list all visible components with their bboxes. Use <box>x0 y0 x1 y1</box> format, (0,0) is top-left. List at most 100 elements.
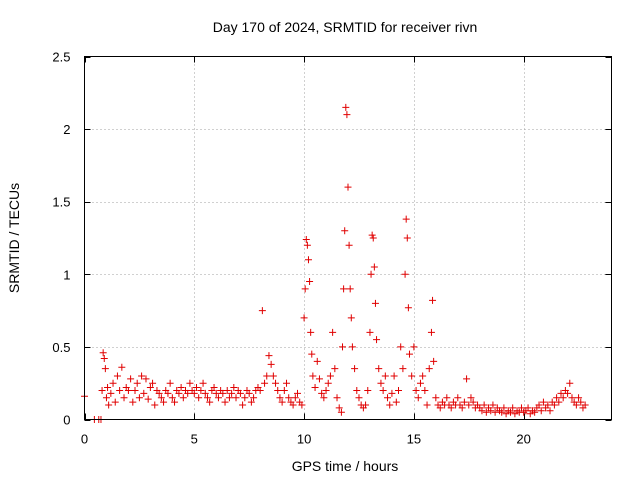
data-point <box>467 394 475 402</box>
data-point <box>410 343 418 351</box>
data-point <box>210 384 218 392</box>
data-point <box>140 389 148 397</box>
data-point <box>564 389 572 397</box>
data-point <box>179 394 187 402</box>
data-point <box>129 398 137 406</box>
data-point <box>443 394 451 402</box>
data-point <box>351 365 359 373</box>
data-point <box>151 401 159 409</box>
data-point <box>232 394 240 402</box>
data-point <box>98 386 106 394</box>
data-point <box>100 355 108 363</box>
x-tick-label: 20 <box>516 432 530 447</box>
data-point <box>322 386 330 394</box>
data-point <box>195 394 203 402</box>
data-point <box>390 372 398 380</box>
data-point <box>315 375 323 383</box>
data-point <box>463 375 471 383</box>
data-point <box>166 379 174 387</box>
data-point <box>99 349 107 357</box>
data-point <box>392 398 400 406</box>
data-point <box>313 357 321 365</box>
data-point <box>373 336 381 344</box>
data-point <box>340 285 348 293</box>
data-point <box>454 394 462 402</box>
data-point <box>184 389 192 397</box>
data-point <box>306 278 314 286</box>
data-point <box>289 401 297 409</box>
data-point <box>223 386 231 394</box>
data-point <box>133 379 141 387</box>
data-point <box>320 394 328 402</box>
data-point <box>304 256 312 264</box>
x-tick-label: 5 <box>191 432 198 447</box>
data-point <box>274 386 282 394</box>
plot-frame <box>84 56 612 420</box>
data-point <box>155 389 163 397</box>
y-axis-label: SRMTID / TECUs <box>6 183 22 293</box>
data-point <box>131 386 139 394</box>
data-point <box>368 231 376 239</box>
data-point <box>104 384 112 392</box>
data-point <box>425 365 433 373</box>
axis-ticks <box>84 56 612 421</box>
data-point <box>164 389 172 397</box>
data-point <box>199 379 207 387</box>
data-point <box>412 386 420 394</box>
data-point <box>135 394 143 402</box>
data-point <box>341 227 349 235</box>
data-point <box>375 365 383 373</box>
data-point <box>326 372 334 380</box>
data-point <box>395 386 403 394</box>
data-point <box>269 372 277 380</box>
data-point <box>329 328 337 336</box>
data-point <box>572 401 580 409</box>
data-point <box>482 408 490 416</box>
data-point <box>535 401 543 409</box>
data-point <box>491 408 499 416</box>
data-point <box>175 389 183 397</box>
data-point <box>337 408 345 416</box>
data-point <box>416 379 424 387</box>
data-point <box>120 394 128 402</box>
data-point <box>366 328 374 336</box>
x-tick-label: 10 <box>297 432 311 447</box>
y-tick-label: 0.5 <box>52 340 70 355</box>
data-point <box>550 401 558 409</box>
data-point <box>245 389 253 397</box>
data-point <box>149 379 157 387</box>
data-point <box>261 379 269 387</box>
data-point <box>384 394 392 402</box>
data-point <box>539 398 547 406</box>
data-point <box>225 394 233 402</box>
y-tick-label: 1 <box>63 267 70 282</box>
data-point <box>267 360 275 368</box>
y-tick-label: 2.5 <box>52 50 70 65</box>
y-tick-label: 1.5 <box>52 195 70 210</box>
data-point <box>212 389 220 397</box>
data-point <box>318 389 326 397</box>
data-point <box>127 375 135 383</box>
data-point <box>105 401 113 409</box>
data-point <box>201 389 209 397</box>
data-point <box>138 372 146 380</box>
data-point <box>236 389 244 397</box>
data-point <box>500 404 508 412</box>
data-point <box>405 350 413 358</box>
y-tick-label: 2 <box>63 122 70 137</box>
data-point <box>379 386 387 394</box>
data-point <box>509 404 517 412</box>
data-point <box>241 394 249 402</box>
x-axis-label: GPS time / hours <box>292 458 399 474</box>
data-point <box>102 394 110 402</box>
data-point <box>107 389 115 397</box>
data-point <box>347 314 355 322</box>
data-point <box>300 314 308 322</box>
data-point <box>197 386 205 394</box>
data-point <box>293 389 301 397</box>
data-point <box>101 365 109 373</box>
data-point <box>256 386 264 394</box>
data-point <box>344 183 352 191</box>
data-point <box>469 398 477 406</box>
data-point <box>339 343 347 351</box>
